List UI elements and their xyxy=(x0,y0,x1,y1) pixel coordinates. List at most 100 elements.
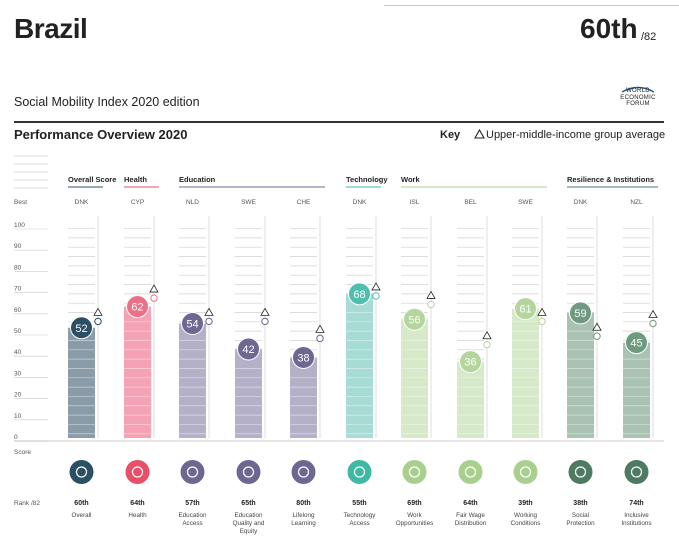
average-dot xyxy=(94,317,102,326)
score-value: 59 xyxy=(574,308,586,320)
rank-total: /82 xyxy=(641,31,657,43)
pillar-label: Technology xyxy=(344,512,377,519)
average-triangle xyxy=(592,322,602,331)
edition-title: Social Mobility Index 2020 edition xyxy=(14,95,200,109)
score-bar xyxy=(68,327,95,438)
score-dot xyxy=(126,295,149,319)
group-header-label: Education xyxy=(179,175,216,184)
score-bar xyxy=(290,357,317,438)
wef-logo-arc xyxy=(621,86,655,93)
best-country: CYP xyxy=(131,199,144,206)
score-bar xyxy=(235,348,262,438)
icon-glyph xyxy=(464,466,477,478)
average-dot xyxy=(649,319,657,328)
score-bar xyxy=(179,323,206,438)
inclusive-institutions-icon xyxy=(624,460,649,484)
pillar-rank: 60th xyxy=(74,500,88,507)
average-dot xyxy=(205,317,213,326)
average-triangle xyxy=(537,307,547,316)
group-header-label: Work xyxy=(401,175,420,184)
score-dot xyxy=(403,307,426,331)
score-value: 45 xyxy=(630,338,642,350)
average-dot xyxy=(316,334,324,343)
key-text: Upper-middle-income group average xyxy=(486,129,666,141)
icon-glyph xyxy=(519,466,532,478)
lifelong-learning-icon xyxy=(291,460,316,484)
score-bar xyxy=(567,312,594,438)
working-conditions-icon xyxy=(513,460,538,484)
average-triangle xyxy=(93,307,103,316)
score-dot xyxy=(569,301,592,325)
best-country: DNK xyxy=(75,199,89,206)
y-tick-label: 100 xyxy=(14,222,25,229)
average-triangle xyxy=(315,324,325,333)
score-label: Score xyxy=(14,449,31,456)
best-label: Best xyxy=(14,199,27,206)
score-value: 42 xyxy=(242,344,254,356)
icon-glyph xyxy=(75,466,88,478)
key-label: Key xyxy=(440,129,461,141)
best-country: SWE xyxy=(518,199,533,206)
pillar-label: Learning xyxy=(291,520,316,527)
performance-chart: Best 0 10 20 30 40 50 60 70 80 90 100 Score Rank /82 O… xyxy=(14,155,664,535)
top-edge-bar xyxy=(384,0,679,6)
fair-wage-icon xyxy=(458,460,483,484)
group-header-label: Resilience & Institutions xyxy=(567,175,654,184)
score-value: 54 xyxy=(186,319,198,331)
y-tick-label: 40 xyxy=(14,349,22,356)
pillar-label: Social xyxy=(572,512,589,519)
overall-icon xyxy=(69,460,94,484)
pillar-label: Inclusive xyxy=(624,512,649,519)
section-title: Performance Overview 2020 xyxy=(14,127,188,142)
wef-logo: WORLD ECONOMIC FORUM xyxy=(620,88,656,107)
group-header-label: Technology xyxy=(346,175,388,184)
group-header-label: Health xyxy=(124,175,147,184)
pillar-label: Health xyxy=(128,512,147,519)
average-dot xyxy=(372,292,380,300)
average-triangle xyxy=(371,282,381,291)
pillar-rank: 38th xyxy=(573,500,587,507)
pillar-label: Access xyxy=(182,520,202,527)
average-triangle xyxy=(426,290,436,299)
average-triangle xyxy=(204,307,214,316)
pillar-rank: 64th xyxy=(463,500,477,507)
pillar-label: Work xyxy=(407,512,422,519)
pillar-rank: 39th xyxy=(518,500,532,507)
score-bar xyxy=(457,361,484,438)
y-tick-label: 10 xyxy=(14,413,22,420)
overall-rank: 60th xyxy=(580,13,638,44)
average-dot xyxy=(150,294,158,302)
best-country: DNK xyxy=(353,199,367,206)
icon-glyph xyxy=(242,466,255,478)
y-tick-label: 50 xyxy=(14,328,22,335)
score-bar xyxy=(512,308,539,438)
pillar-label: Opportunities xyxy=(396,520,433,527)
header-divider xyxy=(14,121,664,123)
score-value: 56 xyxy=(408,314,420,326)
pillar-label: Education xyxy=(234,512,263,519)
pillar-rank: 65th xyxy=(241,500,255,507)
pillar-label: Equity xyxy=(240,528,258,535)
best-country: DNK xyxy=(574,199,588,206)
score-value: 61 xyxy=(519,304,531,316)
icon-glyph xyxy=(131,466,144,478)
y-tick-label: 20 xyxy=(14,392,22,399)
best-country: BEL xyxy=(464,199,477,206)
country-name: Brazil xyxy=(14,13,88,44)
score-dot xyxy=(237,337,260,361)
score-dot xyxy=(459,350,482,374)
icon-glyph xyxy=(353,466,366,478)
score-value: 52 xyxy=(75,323,87,335)
score-bar xyxy=(124,306,151,438)
work-opportunities-icon xyxy=(402,460,427,484)
y-tick-label: 0 xyxy=(14,434,18,441)
rank-label: Rank /82 xyxy=(14,500,40,507)
average-dot xyxy=(483,341,491,349)
technology-icon xyxy=(347,460,372,484)
average-triangle xyxy=(149,284,159,293)
health-icon xyxy=(125,460,150,484)
score-bar xyxy=(623,342,650,438)
icon-glyph xyxy=(297,466,310,478)
pillar-rank: 69th xyxy=(407,500,421,507)
education-access-icon xyxy=(180,460,205,484)
